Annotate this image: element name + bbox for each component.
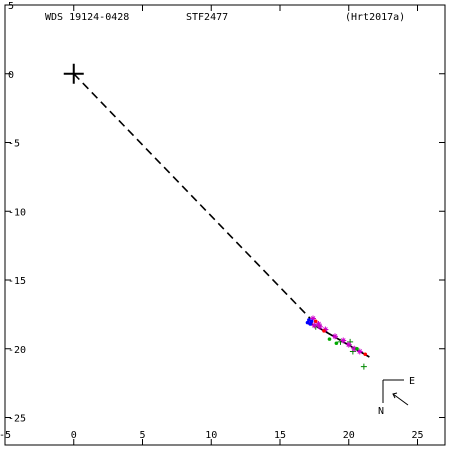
motion-arrow-head bbox=[392, 392, 398, 399]
motion-arrow-line bbox=[392, 393, 409, 406]
compass-east-label: E bbox=[409, 376, 415, 387]
axis-ticks bbox=[4, 4, 445, 445]
compass-rose: E N bbox=[378, 376, 415, 417]
dot-point bbox=[334, 341, 339, 346]
dot-point bbox=[307, 318, 311, 322]
y-tick-label: -20 bbox=[8, 345, 26, 356]
x-tick-label: 5 bbox=[139, 430, 145, 441]
dot-point bbox=[313, 319, 318, 324]
plot-border bbox=[4, 4, 446, 446]
dot-point bbox=[322, 329, 326, 333]
dot-point bbox=[355, 346, 359, 351]
reference-code: (Hrt2017a) bbox=[345, 12, 405, 23]
asterisk-point bbox=[340, 337, 347, 344]
x-tick-label: -5 bbox=[0, 430, 11, 441]
dot-point bbox=[305, 320, 310, 325]
plus-point bbox=[360, 363, 367, 370]
asterisk-point-d2 bbox=[332, 334, 338, 339]
y-tick-label: 0 bbox=[8, 70, 14, 81]
observation-points bbox=[305, 315, 368, 370]
asterisk-point-d2 bbox=[351, 346, 357, 352]
x-tick-label: 15 bbox=[274, 430, 286, 441]
dashed-separation-line bbox=[73, 73, 311, 320]
y-tick-label: -25 bbox=[8, 414, 26, 425]
y-tick-label: -15 bbox=[8, 276, 26, 287]
primary-star-marker bbox=[63, 63, 84, 84]
wds-designation: WDS 19124-0428 bbox=[45, 12, 129, 23]
plot-frame bbox=[4, 4, 446, 446]
x-tick-label: 0 bbox=[71, 430, 77, 441]
asterisk-point-d2 bbox=[317, 324, 323, 330]
dot-point bbox=[363, 352, 368, 357]
compass-north-label: N bbox=[378, 406, 384, 417]
asterisk-point-d2 bbox=[346, 342, 352, 347]
x-tick-label: 20 bbox=[343, 430, 355, 441]
asterisk-point bbox=[345, 341, 352, 348]
dot-point bbox=[309, 319, 314, 324]
y-tick-label: -5 bbox=[8, 139, 20, 150]
asterisk-point-d2 bbox=[357, 349, 363, 354]
asterisk-point bbox=[332, 333, 338, 340]
x-tick-label: 10 bbox=[205, 430, 217, 441]
tick-labels: -5 0 5 10 15 20 25 5 0 -5 -10 -15 -20 -25 bbox=[0, 1, 424, 441]
y-tick-label: -10 bbox=[8, 207, 26, 218]
asterisk-point bbox=[356, 348, 363, 355]
dot-point bbox=[308, 322, 313, 326]
y-tick-label: 5 bbox=[8, 1, 14, 12]
asterisk-point-d2 bbox=[316, 321, 321, 327]
dot-point bbox=[327, 337, 332, 341]
star-name: STF2477 bbox=[186, 12, 228, 23]
asterisk-point bbox=[315, 321, 322, 327]
x-tick-label: 25 bbox=[411, 430, 423, 441]
asterisk-point-d2 bbox=[340, 338, 346, 343]
